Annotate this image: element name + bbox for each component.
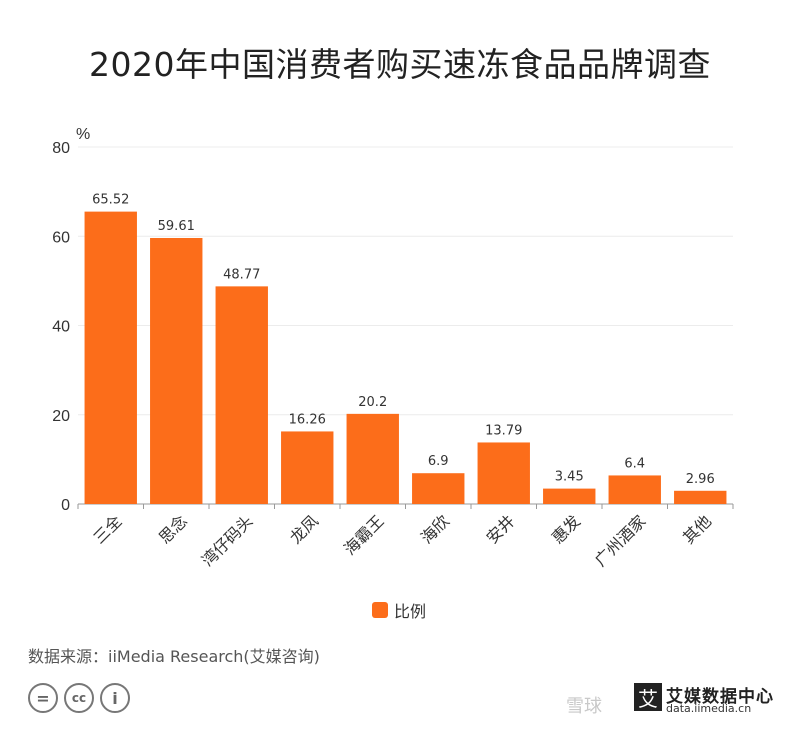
bar	[674, 490, 727, 504]
x-tick-label: 海欣	[417, 511, 453, 547]
x-tick-label: 其他	[679, 511, 715, 547]
x-tick-label: 惠发	[548, 511, 584, 547]
x-tick-label: 三全	[90, 511, 126, 547]
legend-label: 比例	[394, 602, 427, 621]
data-label: 3.45	[555, 470, 584, 485]
y-tick-label: 80	[52, 140, 70, 157]
bar	[543, 488, 596, 504]
bar	[608, 475, 661, 504]
data-label: 20.2	[358, 395, 387, 410]
bar-chart: 0 20 40 60 80% 65.52 三全 59.61 思念 48.77 湾仔码头 16.26 龙凤…	[52, 126, 734, 570]
bar	[346, 413, 399, 504]
data-label: 6.9	[428, 454, 449, 469]
data-label: 59.61	[158, 219, 195, 234]
bar	[215, 286, 268, 504]
bar	[84, 211, 137, 504]
legend[interactable]: 比例	[372, 598, 426, 622]
bar	[412, 473, 465, 504]
bar	[150, 237, 203, 505]
x-tick-label: 海霸王	[340, 511, 387, 558]
data-label: 65.52	[92, 193, 129, 208]
x-tick-label: 湾仔码头	[198, 511, 257, 570]
data-label: 48.77	[223, 267, 260, 282]
y-tick-label: 60	[52, 229, 70, 246]
y-axis-unit: %	[76, 126, 90, 143]
x-tick-label: 安井	[483, 511, 519, 547]
cc-icon: cc	[64, 683, 94, 713]
bar	[281, 431, 334, 504]
watermark: 雪球	[566, 696, 602, 717]
data-label: 13.79	[485, 423, 522, 438]
brand-name: 艾媒数据中心	[666, 687, 774, 707]
x-tick-label: 广州酒家	[591, 511, 650, 570]
y-tick-label: 40	[52, 319, 70, 336]
y-tick-label: 20	[52, 408, 70, 425]
brand-url: data.iimedia.cn	[666, 702, 752, 715]
data-label: 16.26	[289, 412, 326, 427]
y-tick-label: 0	[61, 497, 70, 514]
brand-logo: 艾	[634, 683, 662, 711]
equal-icon: =	[28, 683, 58, 713]
x-tick-label: 思念	[155, 511, 191, 547]
chart-title: 2020年中国消费者购买速冻食品品牌调查	[89, 45, 711, 84]
legend-swatch	[372, 602, 388, 618]
x-tick-label: 龙凤	[286, 511, 322, 547]
source-note: 数据来源：iiMedia Research(艾媒咨询)	[28, 647, 320, 666]
bar	[477, 442, 530, 504]
data-label: 2.96	[686, 472, 715, 487]
person-icon: i	[100, 683, 130, 713]
data-label: 6.4	[624, 456, 645, 471]
